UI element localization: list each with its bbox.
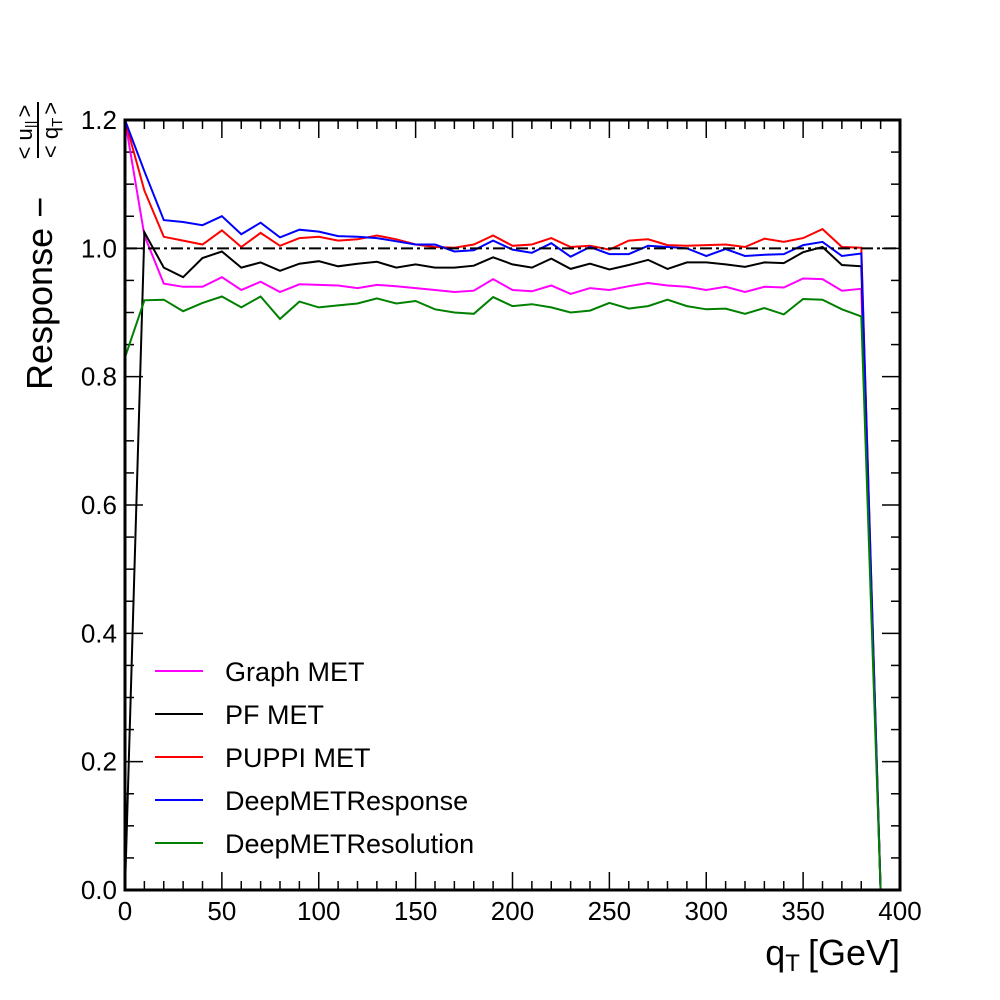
x-tick-label: 400 — [878, 896, 921, 926]
series-line-deepmetresponse — [125, 120, 882, 890]
legend-item-deepmet-response: DeepMETResponse — [155, 786, 468, 816]
legend-label: PUPPI MET — [225, 743, 371, 773]
y-axis-fraction: < u|| > < qT > — [12, 102, 66, 160]
x-tick-label: 150 — [394, 896, 437, 926]
y-tick-label: 0.8 — [81, 362, 117, 392]
legend: Graph MET PF MET PUPPI MET DeepMETRespon… — [155, 657, 474, 859]
legend-label: DeepMETResolution — [225, 829, 474, 859]
series-line-deepmetresolution — [125, 295, 882, 890]
legend-item-pf-met: PF MET — [155, 700, 324, 730]
y-axis-num-open: < u — [12, 128, 37, 159]
x-axis-title: qT [GeV] — [765, 932, 900, 977]
x-tick-label: 200 — [491, 896, 534, 926]
y-tick-label: 0.0 — [81, 875, 117, 905]
y-axis-den-sub: T — [49, 118, 66, 127]
legend-label: PF MET — [225, 700, 324, 730]
plot-frame — [123, 118, 902, 892]
tick-labels: 0 50 100 150 200 250 300 350 400 0.0 0.2 0.4 0.6 0.8 1… — [81, 105, 922, 926]
y-tick-label: 0.2 — [81, 747, 117, 777]
x-axis-title-main: q — [765, 932, 785, 973]
x-tick-label: 0 — [118, 896, 132, 926]
x-tick-label: 100 — [297, 896, 340, 926]
series-line-puppi-met — [125, 120, 882, 890]
y-axis-den-close: > — [38, 102, 63, 115]
y-tick-label: 1.2 — [81, 105, 117, 135]
axis-ticks — [124, 119, 901, 891]
y-axis-num-sub: || — [23, 120, 40, 128]
x-axis-title-unit: [GeV] — [808, 932, 900, 973]
series-line-graph-met — [125, 120, 882, 890]
x-tick-label: 300 — [685, 896, 728, 926]
x-tick-label: 350 — [781, 896, 824, 926]
legend-item-deepmet-resolution: DeepMETResolution — [155, 829, 474, 859]
y-axis-num-close: > — [12, 105, 37, 118]
y-tick-label: 0.4 — [81, 618, 117, 648]
y-tick-label: 1.0 — [81, 233, 117, 263]
y-tick-label: 0.6 — [81, 490, 117, 520]
y-axis-title-main: Response − — [19, 197, 60, 390]
series-group — [125, 120, 882, 890]
series-line-pf-met — [125, 228, 882, 890]
series-lines — [125, 120, 882, 890]
legend-label: Graph MET — [225, 657, 365, 687]
y-axis-den-open: < q — [38, 127, 63, 158]
legend-label: DeepMETResponse — [225, 786, 468, 816]
legend-item-puppi-met: PUPPI MET — [155, 743, 371, 773]
x-tick-label: 50 — [207, 896, 236, 926]
y-axis-fraction-denominator: < qT > — [38, 102, 66, 158]
legend-item-graph-met: Graph MET — [155, 657, 365, 687]
y-axis-fraction-numerator: < u|| > — [12, 105, 40, 160]
x-tick-label: 250 — [588, 896, 631, 926]
x-axis-title-sub: T — [785, 950, 800, 977]
y-axis-title: Response − < u|| > < qT > — [12, 102, 66, 390]
